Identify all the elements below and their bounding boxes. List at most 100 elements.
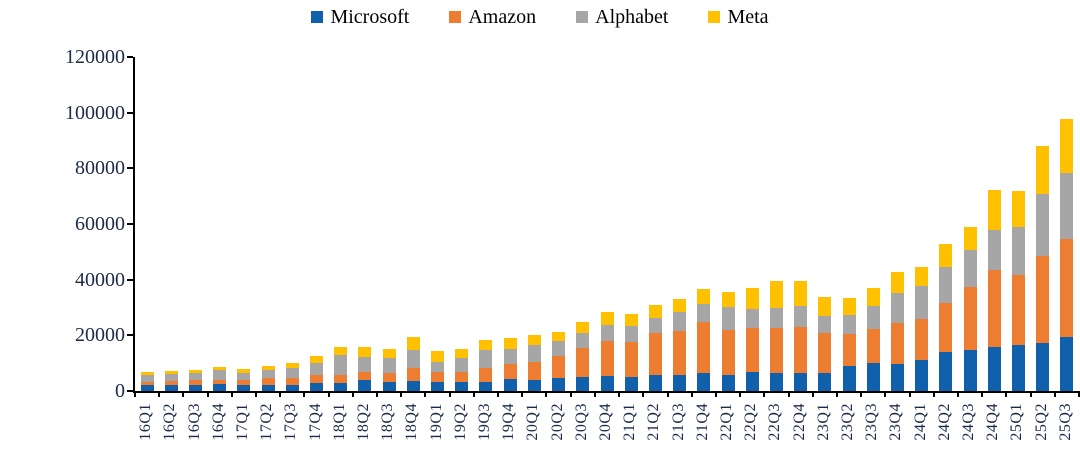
bar-segment-amazon — [697, 322, 711, 374]
bar-segment-alphabet — [382, 357, 396, 373]
y-tick-label: 60000 — [75, 213, 125, 235]
x-axis-tick — [1029, 391, 1032, 397]
x-axis-tick — [376, 391, 379, 397]
bar-segment-amazon — [431, 372, 445, 382]
bar-segment-alphabet — [963, 250, 977, 287]
x-tick-label: 21Q2 — [645, 403, 663, 441]
bar-segment-alphabet — [213, 370, 227, 380]
bar-16Q4 — [213, 366, 227, 391]
bar-segment-meta — [479, 339, 493, 350]
bar-16Q1 — [140, 371, 154, 391]
x-axis-tick — [884, 391, 887, 397]
x-tick-label: 16Q4 — [209, 403, 227, 441]
bar-segment-amazon — [382, 372, 396, 383]
bar-segment-alphabet — [697, 304, 711, 323]
bar-segment-microsoft — [648, 374, 662, 391]
x-axis-tick — [400, 391, 403, 397]
x-axis-tick — [134, 391, 136, 397]
legend-item-amazon: Amazon — [449, 7, 536, 27]
x-axis-tick — [327, 391, 330, 397]
bar-segment-alphabet — [503, 348, 517, 365]
x-tick-label: 23Q1 — [814, 403, 832, 441]
x-tick-label: 25Q2 — [1032, 403, 1050, 441]
bar-21Q1 — [624, 313, 638, 391]
bar-25Q3 — [1060, 118, 1074, 391]
bar-segment-microsoft — [794, 373, 808, 391]
legend-swatch-alphabet — [576, 11, 589, 23]
bar-segment-alphabet — [527, 344, 541, 362]
bar-segment-microsoft — [189, 384, 202, 391]
bar-20Q3 — [576, 322, 590, 391]
bar-segment-alphabet — [431, 361, 445, 373]
x-tick-label: 20Q2 — [548, 403, 566, 441]
bar-segment-meta — [600, 311, 614, 326]
bar-segment-amazon — [527, 361, 541, 381]
bar-segment-amazon — [503, 364, 517, 379]
bar-segment-meta — [890, 271, 904, 293]
x-axis-tick — [811, 391, 814, 397]
bar-17Q1 — [237, 369, 251, 391]
bar-25Q1 — [1011, 191, 1025, 391]
x-tick-label: 19Q4 — [500, 403, 518, 441]
bar-segment-microsoft — [818, 372, 832, 391]
bar-22Q4 — [794, 281, 808, 391]
bar-segment-microsoft — [963, 349, 977, 391]
bar-segment-amazon — [890, 323, 904, 365]
bar-segment-amazon — [745, 328, 759, 372]
bar-segment-amazon — [576, 347, 590, 378]
x-axis-tick — [981, 391, 984, 397]
bar-segment-meta — [455, 348, 469, 359]
bar-segment-alphabet — [818, 315, 832, 334]
bar-segment-amazon — [721, 329, 735, 375]
bar-segment-meta — [624, 313, 638, 326]
bar-20Q2 — [552, 331, 566, 391]
bar-segment-microsoft — [431, 381, 445, 391]
bar-segment-alphabet — [721, 306, 735, 330]
y-tick-label: 120000 — [65, 46, 125, 68]
bar-segment-meta — [818, 296, 832, 316]
bar-segment-microsoft — [237, 385, 251, 391]
bar-segment-microsoft — [842, 366, 856, 391]
plot-area: 0 20000 40000 60000 80000 100000 120000 16Q1 16Q… — [65, 47, 1080, 441]
bar-segment-meta — [261, 365, 275, 370]
bar-segment-microsoft — [624, 376, 638, 391]
bar-segment-amazon — [237, 379, 251, 386]
bar-segment-amazon — [189, 380, 202, 385]
x-axis-tick — [472, 391, 475, 397]
bar-segment-amazon — [310, 374, 324, 383]
y-axis-tick — [127, 278, 133, 281]
bar-segment-meta — [1060, 118, 1074, 173]
bar-segment-alphabet — [164, 374, 178, 381]
bar-segment-alphabet — [1060, 172, 1074, 240]
x-axis-tick — [497, 391, 500, 397]
x-axis-tick — [1005, 391, 1008, 397]
bar-segment-microsoft — [1011, 344, 1025, 391]
bar-23Q4 — [890, 271, 904, 391]
bar-segment-alphabet — [261, 369, 275, 378]
bar-segment-meta — [358, 346, 372, 357]
x-axis-tick — [714, 391, 717, 397]
x-tick-label: 20Q3 — [572, 403, 590, 441]
bar-segment-amazon — [261, 377, 275, 385]
x-axis-tick — [956, 391, 959, 397]
x-axis-tick — [739, 391, 742, 397]
x-tick-label: 23Q3 — [863, 403, 881, 441]
x-axis-tick — [932, 391, 935, 397]
bar-19Q3 — [479, 339, 493, 391]
bar-segment-alphabet — [140, 374, 154, 382]
bar-segment-microsoft — [164, 385, 178, 391]
bar-segment-amazon — [213, 379, 227, 385]
bar-segment-microsoft — [358, 380, 372, 391]
bar-segment-microsoft — [285, 385, 299, 391]
bar-18Q1 — [334, 347, 348, 391]
bar-segment-microsoft — [890, 364, 904, 391]
x-tick-label: 21Q1 — [621, 403, 639, 441]
x-tick-label: 24Q4 — [984, 403, 1002, 441]
bar-segment-microsoft — [552, 378, 566, 391]
bar-segment-meta — [382, 348, 396, 358]
y-axis-tick — [127, 334, 133, 337]
x-tick-label: 24Q1 — [911, 403, 929, 441]
bar-segment-alphabet — [576, 332, 590, 348]
bar-segment-alphabet — [358, 356, 372, 372]
bar-19Q4 — [503, 338, 517, 391]
